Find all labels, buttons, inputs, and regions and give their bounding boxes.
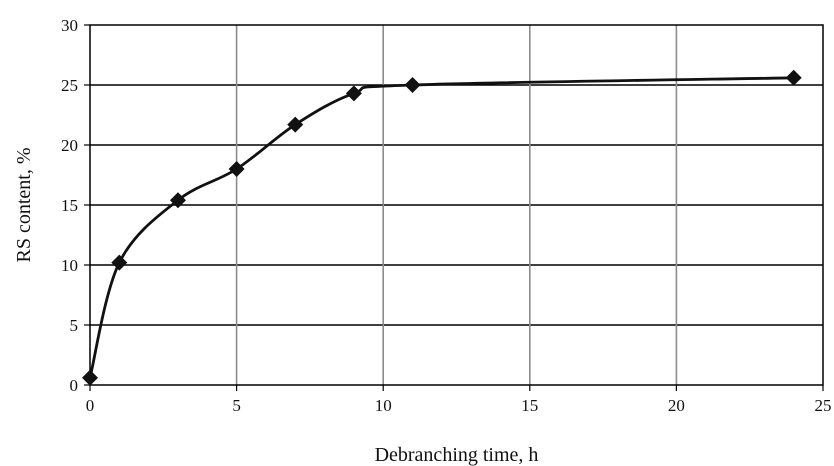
y-tick-label: 15 [61,196,78,215]
y-tick-label: 30 [61,16,78,35]
y-tick-label: 0 [70,376,79,395]
data-point-marker [111,254,128,271]
y-tick-label: 5 [70,316,79,335]
data-point-marker [404,77,421,93]
x-tick-label: 15 [521,396,538,415]
series-layer [82,69,802,386]
series-line [88,76,796,380]
y-tick-label: 10 [61,256,78,275]
data-point-marker [228,161,245,177]
x-tick-label: 5 [232,396,241,415]
data-point-marker [785,69,802,86]
data-point-marker [169,192,186,209]
data-point-marker [345,85,362,102]
data-point-marker [82,369,98,386]
data-point-marker [287,116,304,133]
y-tick-label: 25 [61,76,78,95]
x-tick-label: 10 [375,396,392,415]
y-axis-title: RS content, % [13,148,35,263]
y-tick-label: 20 [61,136,78,155]
x-tick-label: 0 [86,396,95,415]
x-axis: 0 5 10 15 20 25 [86,385,832,415]
x-axis-title: Debranching time, h [375,444,539,466]
x-tick-label: 20 [668,396,685,415]
y-axis: 0 5 10 15 20 25 30 [61,16,90,395]
x-tick-label: 25 [815,396,832,415]
